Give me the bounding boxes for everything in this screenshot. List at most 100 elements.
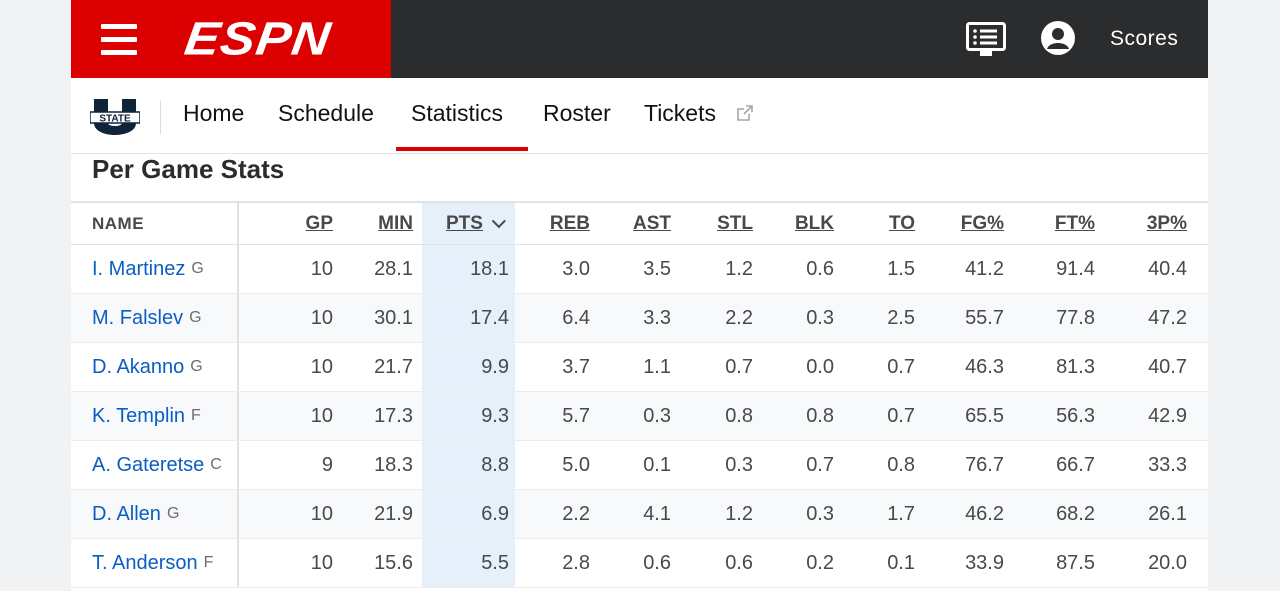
- stat-cell: 65.5: [965, 404, 1004, 427]
- stat-cell: 0.8: [806, 404, 834, 427]
- stat-cell: 0.0: [806, 355, 834, 378]
- stat-cell: 8.8: [481, 453, 509, 476]
- player-link[interactable]: D. Allen: [92, 502, 161, 525]
- stat-cell: 0.2: [806, 551, 834, 574]
- stat-cell: 3.5: [643, 257, 671, 280]
- col-header-reb[interactable]: REB: [500, 203, 590, 244]
- hamburger-menu-icon[interactable]: [101, 22, 137, 56]
- stat-cell: 10: [310, 551, 333, 574]
- player-position: C: [210, 456, 222, 473]
- col-header-name: NAME: [71, 203, 239, 244]
- stat-cell: 87.5: [1056, 551, 1095, 574]
- player-position: F: [203, 554, 214, 571]
- sorted-column-highlight: [422, 343, 515, 391]
- stat-cell: 17.3: [374, 404, 413, 427]
- stat-cell: 10: [310, 355, 333, 378]
- player-position: G: [190, 358, 203, 375]
- stat-cell: 0.3: [643, 404, 671, 427]
- team-logo-icon[interactable]: STATE: [90, 97, 140, 137]
- nav-home[interactable]: Home: [183, 100, 245, 126]
- stat-cell: 5.5: [481, 551, 509, 574]
- stat-cell: 10: [310, 257, 333, 280]
- user-profile-icon[interactable]: [1040, 20, 1076, 56]
- stat-cell: 0.7: [725, 355, 753, 378]
- col-header-label: PTS: [446, 212, 483, 234]
- stat-cell: 81.3: [1056, 355, 1095, 378]
- stat-cell: 0.1: [887, 551, 915, 574]
- nav-schedule[interactable]: Schedule: [278, 100, 374, 126]
- nav-separator: [160, 100, 161, 134]
- stat-cell: 33.3: [1148, 453, 1187, 476]
- col-header-gp[interactable]: GP: [243, 203, 333, 244]
- stat-cell: 1.2: [725, 257, 753, 280]
- scores-link[interactable]: Scores: [1110, 27, 1179, 50]
- stat-cell: 2.5: [887, 306, 915, 329]
- espn-logo[interactable]: ESPN: [181, 12, 335, 66]
- col-header-to[interactable]: TO: [825, 203, 915, 244]
- stat-cell: 46.2: [965, 502, 1004, 525]
- stat-cell: 3.3: [643, 306, 671, 329]
- stat-cell: 5.7: [562, 404, 590, 427]
- col-header-pts[interactable]: PTS: [422, 203, 515, 244]
- player-link[interactable]: T. Anderson: [92, 551, 198, 574]
- stat-cell: 18.1: [470, 257, 509, 280]
- stat-cell: 55.7: [965, 306, 1004, 329]
- stat-cell: 18.3: [374, 453, 413, 476]
- stat-cell: 46.3: [965, 355, 1004, 378]
- player-name-cell: D. Akanno G: [71, 343, 239, 391]
- col-header-ast[interactable]: AST: [581, 203, 671, 244]
- sorted-column-highlight: [422, 245, 515, 293]
- col-header-fgpct[interactable]: FG%: [914, 203, 1004, 244]
- stat-cell: 2.2: [562, 502, 590, 525]
- stat-cell: 9.9: [481, 355, 509, 378]
- col-header-ftpct[interactable]: FT%: [1005, 203, 1095, 244]
- stat-cell: 1.1: [643, 355, 671, 378]
- player-name-cell: K. Templin F: [71, 392, 239, 440]
- col-header-min[interactable]: MIN: [323, 203, 413, 244]
- player-position: G: [191, 260, 204, 277]
- stat-cell: 0.3: [725, 453, 753, 476]
- stat-cell: 0.3: [806, 502, 834, 525]
- stat-cell: 3.7: [562, 355, 590, 378]
- player-link[interactable]: K. Templin: [92, 404, 186, 427]
- player-name-cell: A. Gateretse C: [71, 441, 239, 489]
- col-header-label: REB: [549, 212, 590, 234]
- stat-cell: 0.1: [643, 453, 671, 476]
- nav-roster[interactable]: Roster: [543, 100, 611, 126]
- col-header-stl[interactable]: STL: [663, 203, 753, 244]
- player-link[interactable]: D. Akanno: [92, 355, 185, 378]
- page: ESPN Scores STATE Home Schedule Statisti…: [71, 0, 1208, 591]
- stat-cell: 30.1: [374, 306, 413, 329]
- table-row: M. Falslev G 10 30.1 17.4 6.4 3.3 2.2 0.3 2.5 55.7…: [71, 294, 1208, 343]
- table-row: A. Gateretse C 9 18.3 8.8 5.0 0.1 0.3 0.7 0.8 76.7…: [71, 441, 1208, 490]
- tv-guide-icon[interactable]: [966, 22, 1006, 58]
- stat-cell: 26.1: [1148, 502, 1187, 525]
- col-header-label: AST: [633, 212, 671, 234]
- stat-cell: 5.0: [562, 453, 590, 476]
- stat-cell: 0.7: [887, 355, 915, 378]
- player-name-cell: M. Falslev G: [71, 294, 239, 342]
- stat-cell: 56.3: [1056, 404, 1095, 427]
- stat-cell: 1.5: [887, 257, 915, 280]
- section-title: Per Game Stats: [92, 154, 285, 184]
- sorted-column-highlight: [422, 441, 515, 489]
- stat-cell: 4.1: [643, 502, 671, 525]
- stat-cell: 42.9: [1148, 404, 1187, 427]
- sorted-column-highlight: [422, 294, 515, 342]
- nav-statistics[interactable]: Statistics: [411, 100, 504, 126]
- external-link-icon: [737, 105, 753, 121]
- player-link[interactable]: A. Gateretse: [92, 453, 205, 476]
- table-header: NAME GP MIN PTS REB AST STL BLK TO FG% FT% 3P%: [71, 203, 1208, 245]
- player-link[interactable]: I. Martinez: [92, 257, 186, 280]
- top-bar: ESPN Scores: [71, 0, 1208, 78]
- stat-cell: 21.7: [374, 355, 413, 378]
- col-header-label: MIN: [378, 212, 413, 234]
- player-link[interactable]: M. Falslev: [92, 306, 184, 329]
- player-position: F: [191, 407, 201, 424]
- stat-cell: 68.2: [1056, 502, 1095, 525]
- col-header-3ppct[interactable]: 3P%: [1097, 203, 1187, 244]
- stat-cell: 9.3: [481, 404, 509, 427]
- nav-tickets[interactable]: Tickets: [644, 100, 716, 126]
- col-header-blk[interactable]: BLK: [744, 203, 834, 244]
- player-name-cell: I. Martinez G: [71, 245, 239, 293]
